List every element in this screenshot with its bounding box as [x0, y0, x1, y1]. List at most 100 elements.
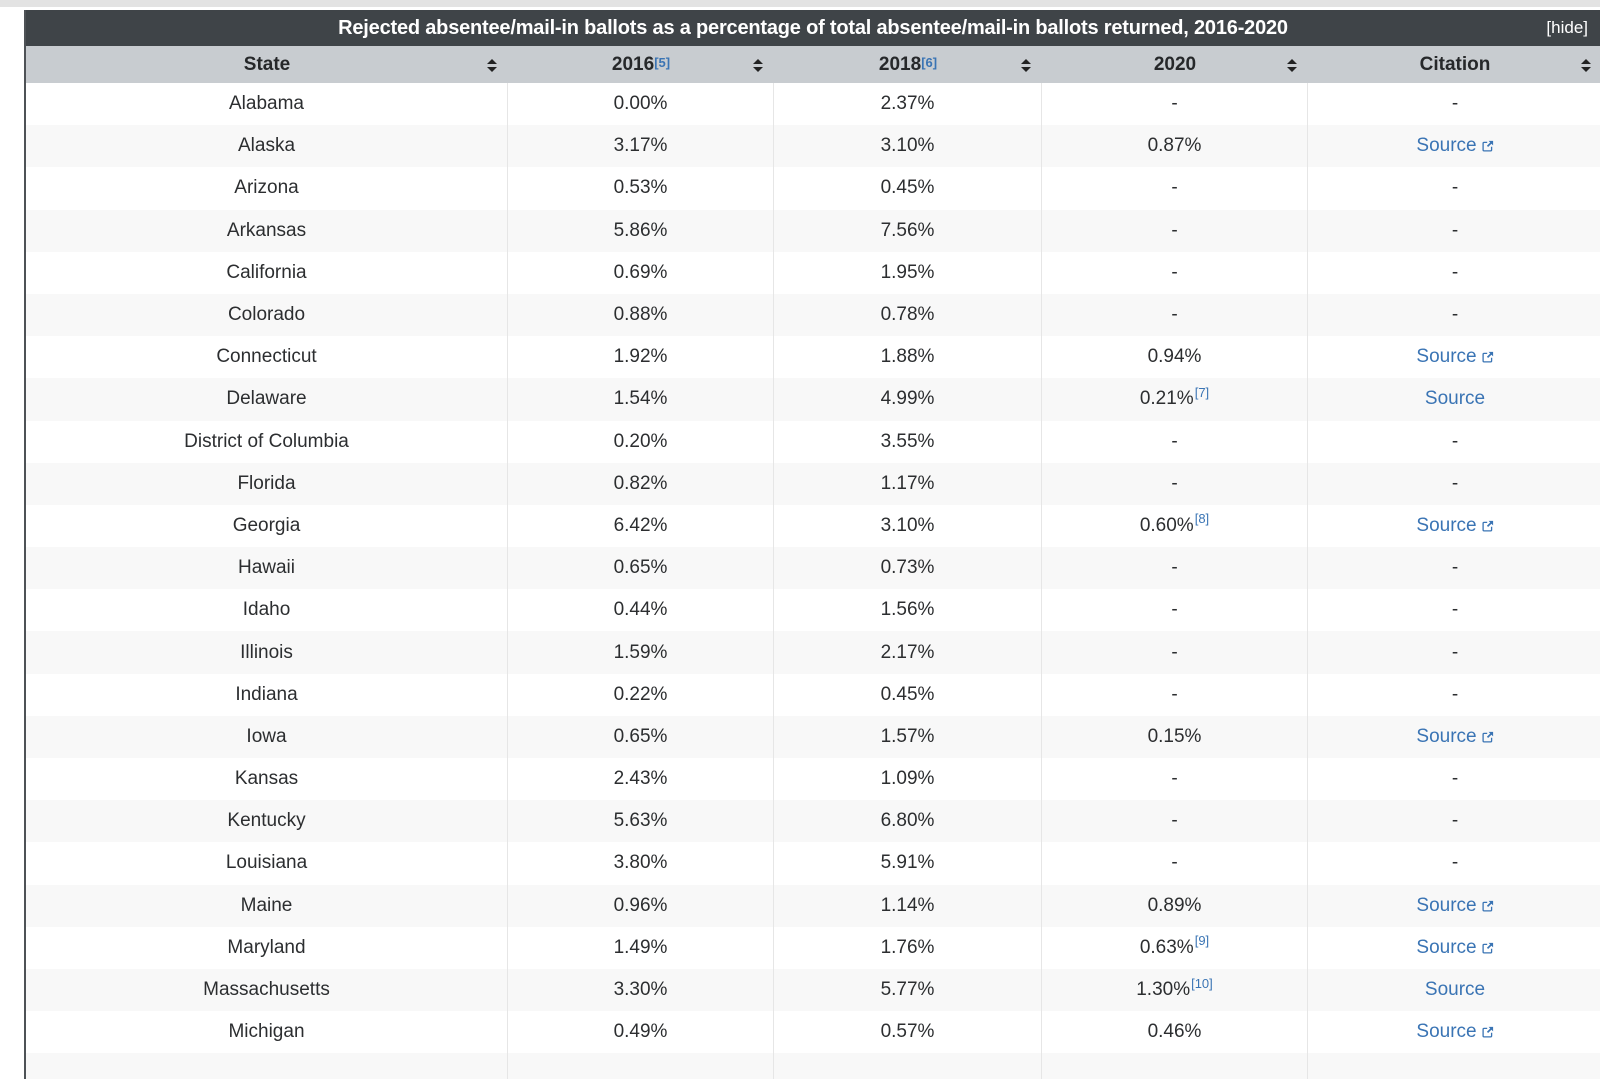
value-2020-cell-text: 1.30% — [1136, 979, 1191, 1001]
column-header-state[interactable]: State — [26, 46, 508, 83]
state-cell-text: Kentucky — [227, 810, 306, 832]
value-2018-cell-text: 1.57% — [880, 725, 935, 747]
value-2018-cell: 3.10% — [774, 125, 1042, 168]
source-link[interactable]: Source — [1416, 515, 1493, 537]
column-header-2016[interactable]: 2016 [5] — [508, 46, 774, 83]
column-header-label: 2020 — [1153, 53, 1197, 75]
source-link[interactable]: Source — [1416, 937, 1493, 959]
sort-arrows-icon[interactable] — [1581, 58, 1591, 72]
value-2018-cell: 1.14% — [774, 884, 1042, 927]
state-cell: California — [26, 251, 508, 294]
external-link-icon — [1482, 942, 1494, 954]
value-2020-cell: - — [1042, 673, 1308, 716]
column-header-label: State — [243, 53, 291, 75]
table-title: Rejected absentee/mail-in ballots as a p… — [338, 16, 1288, 39]
state-cell-text: Maryland — [227, 936, 306, 958]
table-row: Maine 0.96% 1.14% 0.89% Source — [26, 884, 1600, 927]
value-2018-cell-text: 1.88% — [880, 346, 935, 368]
source-link[interactable]: Source — [1416, 1021, 1493, 1043]
citation-cell: - — [1308, 674, 1600, 716]
state-cell-text: Maine — [240, 894, 293, 916]
value-2016-cell: 3.80% — [508, 842, 774, 885]
value-2016-cell-text: 0.22% — [613, 683, 668, 705]
value-2018-cell-text: 1.09% — [880, 768, 935, 790]
value-2018-cell-text: 0.57% — [880, 1021, 935, 1043]
citation-cell: - — [1308, 842, 1600, 884]
citation-cell: Source — [1308, 927, 1600, 969]
sort-arrows-icon[interactable] — [1287, 58, 1297, 72]
table-row: Kentucky 5.63% 6.80% - - — [26, 800, 1600, 843]
citation-cell: Source — [1308, 1011, 1600, 1053]
value-2018-cell: 1.95% — [774, 251, 1042, 294]
value-2016-cell: 0.00% — [508, 83, 774, 126]
citation-cell: - — [1308, 252, 1600, 294]
state-cell-text: Louisiana — [225, 852, 308, 874]
state-cell: Kentucky — [26, 800, 508, 843]
value-2018-cell: 2.37% — [774, 83, 1042, 126]
value-2020-cell: - — [1042, 293, 1308, 337]
source-link[interactable]: Source — [1416, 726, 1493, 748]
footnote-ref-link[interactable]: [7] — [1194, 384, 1210, 400]
column-header-2020[interactable]: 2020 — [1042, 46, 1308, 83]
value-2020-cell-text: - — [1171, 810, 1178, 832]
value-2020-cell-text: 0.87% — [1147, 135, 1202, 157]
value-2016-cell-text: 1.59% — [613, 641, 668, 663]
citation-empty: - — [1451, 430, 1459, 452]
source-link-label: Source — [1416, 725, 1477, 747]
footnote-ref-link[interactable]: [9] — [1194, 933, 1210, 949]
value-2018-cell: 5.91% — [774, 842, 1042, 885]
state-cell: Alaska — [26, 125, 508, 168]
external-link-icon — [1482, 1026, 1494, 1038]
value-2016-cell: 5.63% — [508, 800, 774, 843]
source-link[interactable]: Source — [1425, 388, 1485, 410]
citation-empty: - — [1451, 599, 1459, 621]
value-2016-cell-text: 0.69% — [613, 261, 668, 283]
table-row: Hawaii 0.65% 0.73% - - — [26, 547, 1600, 590]
source-link-label: Source — [1416, 135, 1477, 157]
table-row: Indiana 0.22% 0.45% - - — [26, 673, 1600, 716]
value-2020-cell-text: - — [1171, 304, 1178, 326]
value-2018-cell-text: 4.99% — [880, 388, 935, 410]
value-2018-cell: 3.10% — [774, 504, 1042, 548]
value-2018-cell: 1.88% — [774, 336, 1042, 379]
value-2016-cell-text: 0.20% — [613, 430, 668, 452]
citation-empty: - — [1451, 641, 1459, 663]
hide-toggle[interactable]: [hide] — [1546, 18, 1588, 37]
citation-empty: - — [1451, 304, 1459, 326]
footnote-ref-link[interactable]: [8] — [1194, 511, 1210, 527]
value-2020-cell: - — [1042, 167, 1308, 210]
sort-arrows-icon[interactable] — [487, 58, 497, 72]
sort-arrows-icon[interactable] — [1021, 58, 1031, 72]
sort-arrows-icon[interactable] — [753, 58, 763, 72]
source-link[interactable]: Source — [1416, 135, 1493, 157]
column-header-2018[interactable]: 2018 [6] — [774, 46, 1042, 83]
footnote-ref-link[interactable]: [10] — [1191, 975, 1213, 991]
column-header-citation[interactable]: Citation — [1308, 46, 1600, 83]
table-row: Louisiana 3.80% 5.91% - - — [26, 842, 1600, 885]
source-link[interactable]: Source — [1416, 346, 1493, 368]
citation-cell: Source — [1308, 505, 1600, 547]
state-cell-text: Georgia — [232, 514, 301, 536]
citation-cell: - — [1308, 800, 1600, 842]
value-2018-cell: 1.17% — [774, 462, 1042, 505]
state-cell-text: District of Columbia — [184, 430, 349, 452]
value-2020-cell-text: 0.89% — [1147, 894, 1202, 916]
source-link[interactable]: Source — [1425, 979, 1485, 1001]
value-2020-cell-text: - — [1171, 430, 1178, 452]
citation-cell: Source — [1308, 336, 1600, 378]
source-link[interactable]: Source — [1416, 895, 1493, 917]
table-row: Arkansas 5.86% 7.56% - - — [26, 209, 1600, 252]
value-2016-cell: 0.96% — [508, 884, 774, 927]
state-cell-text: Illinois — [240, 641, 293, 663]
state-cell: Arkansas — [26, 209, 508, 252]
table-body: Alabama 0.00% 2.37% - - Alaska 3.17% 3.10% 0.87%… — [26, 83, 1600, 1054]
value-2016-cell: 1.54% — [508, 378, 774, 421]
state-cell-text: Alaska — [237, 135, 296, 157]
citation-cell: - — [1308, 210, 1600, 252]
state-cell: Kansas — [26, 758, 508, 801]
value-2020-cell-text: 0.94% — [1147, 346, 1202, 368]
value-2016-cell: 1.59% — [508, 631, 774, 674]
citation-cell: Source — [1308, 885, 1600, 927]
value-2018-cell: 5.77% — [774, 968, 1042, 1012]
table-row: Connecticut 1.92% 1.88% 0.94% Source — [26, 336, 1600, 379]
